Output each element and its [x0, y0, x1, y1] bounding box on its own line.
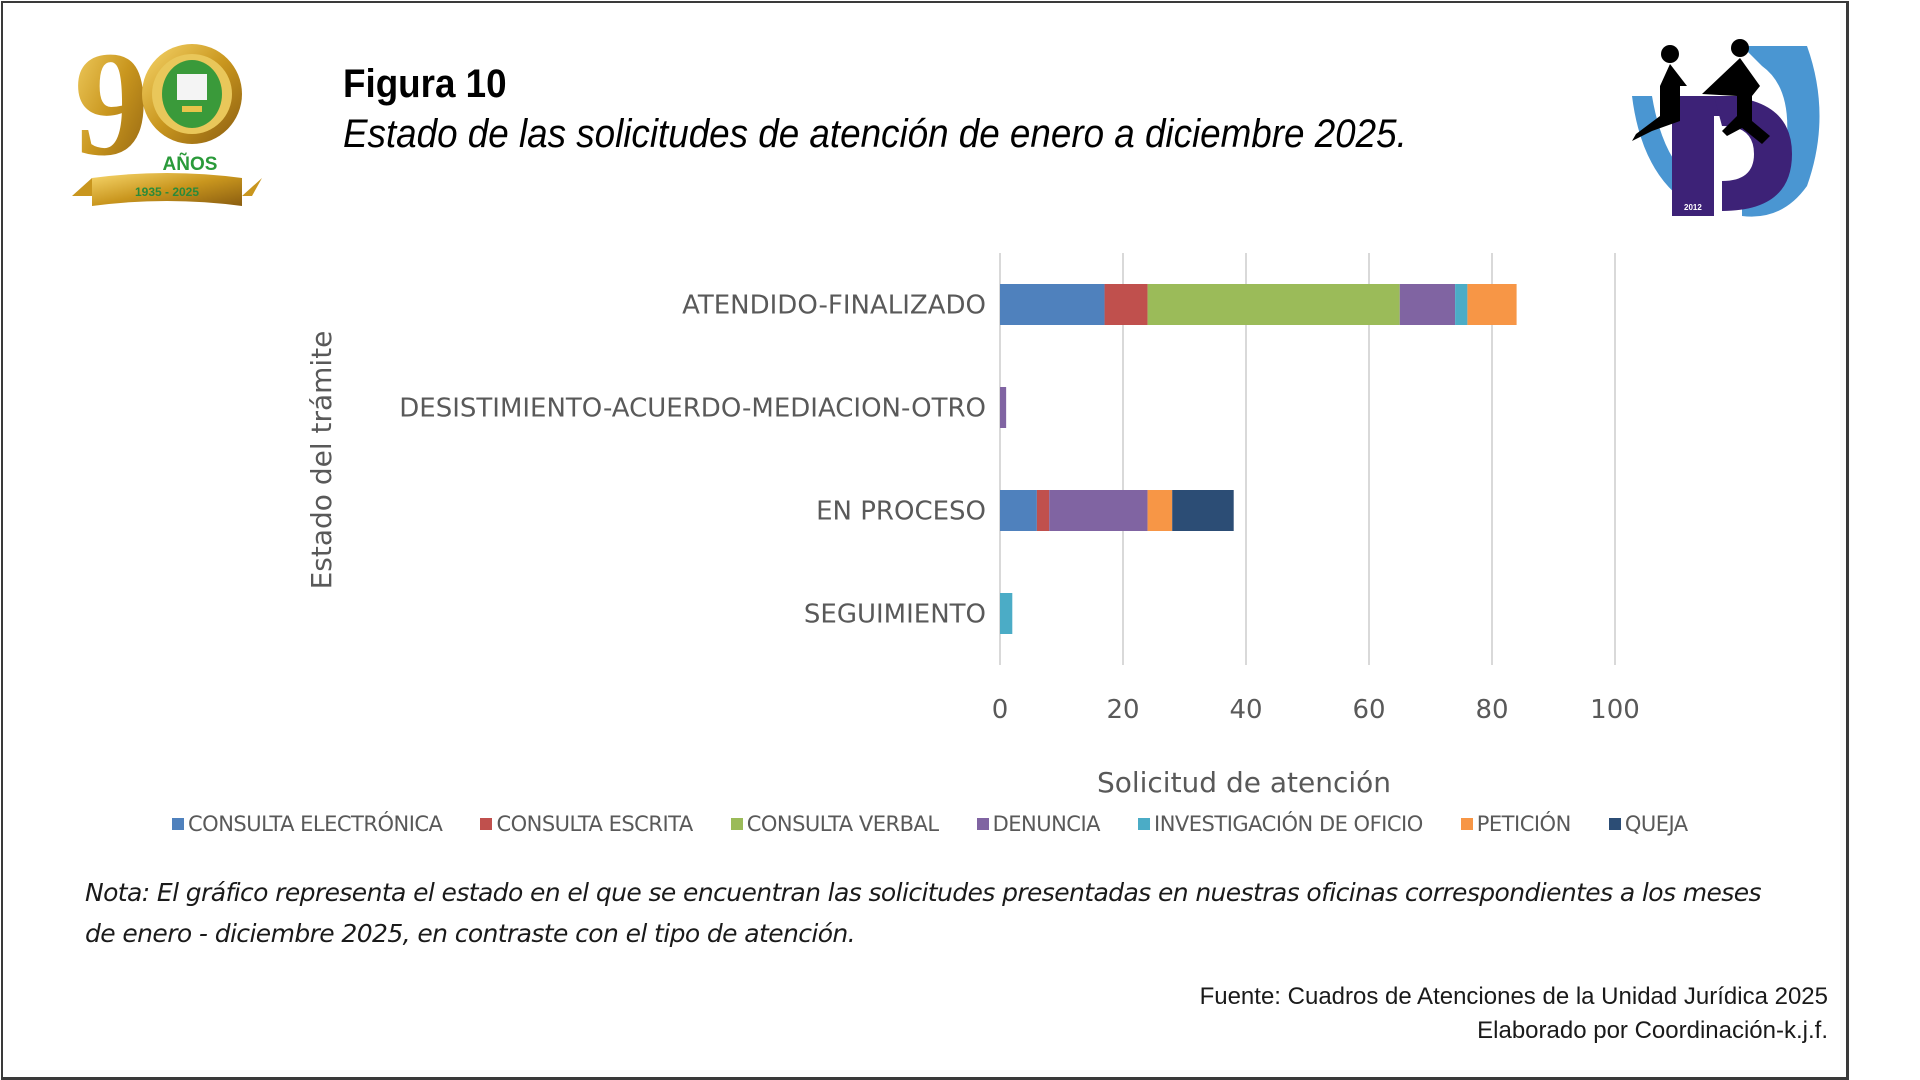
x-tick-label: 40: [1229, 695, 1262, 725]
legend-item: CONSULTA VERBAL: [730, 812, 939, 836]
legend-swatch: [730, 818, 743, 830]
bar-segment: [1000, 284, 1105, 325]
legend-label: INVESTIGACIÓN DE OFICIO: [1154, 812, 1423, 836]
legend-item: DENUNCIA: [976, 812, 1101, 836]
legend-label: DENUNCIA: [992, 812, 1101, 836]
bar-segment: [1000, 593, 1013, 634]
legend-item: CONSULTA ELECTRÓNICA: [172, 812, 443, 836]
x-axis-title: Solicitud de atención: [1097, 766, 1391, 799]
bars: [1000, 284, 1517, 634]
bar-segment: [1049, 490, 1148, 531]
legend-swatch: [480, 818, 493, 830]
x-tick-label: 100: [1590, 695, 1640, 725]
y-axis-title: Estado del trámite: [305, 331, 338, 590]
bar-segment: [1399, 284, 1456, 325]
letter-p-shape: [1672, 96, 1737, 216]
x-tick-label: 0: [992, 695, 1009, 725]
bar-segment: [1147, 284, 1400, 325]
legend-swatch: [1460, 818, 1473, 830]
legend-label: CONSULTA VERBAL: [746, 812, 939, 836]
bar-segment: [1467, 284, 1517, 325]
x-tick-label: 80: [1475, 695, 1508, 725]
source-block: Fuente: Cuadros de Atenciones de la Unid…: [1200, 980, 1828, 1048]
source-line: Fuente: Cuadros de Atenciones de la Unid…: [1199, 983, 1828, 1010]
bar-segment: [1172, 490, 1234, 531]
bar-segment: [1147, 490, 1173, 531]
ribbon-banner: [92, 173, 242, 206]
legend-item: INVESTIGACIÓN DE OFICIO: [1138, 812, 1423, 836]
chart-legend: CONSULTA ELECTRÓNICA CONSULTA ESCRITA CONS…: [172, 812, 1726, 836]
author-line: Elaborado por Coordinación-k.j.f.: [1477, 1017, 1828, 1044]
category-label: SEGUIMIENTO: [804, 600, 986, 630]
category-label: EN PROCESO: [816, 497, 986, 527]
x-tick-label: 60: [1352, 695, 1385, 725]
category-labels: ATENDIDO-FINALIZADO DESISTIMIENTO-ACUERDO…: [399, 291, 986, 630]
anniversary-logo: 9 AÑOS 1935 - 2025: [72, 36, 262, 206]
person-figure-icon: [1661, 45, 1679, 63]
legend-label: QUEJA: [1624, 812, 1688, 836]
legend-label: CONSULTA ESCRITA: [496, 812, 693, 836]
anos-text: AÑOS: [163, 153, 218, 175]
legend-label: PETICIÓN: [1476, 812, 1572, 836]
bar-segment: [1455, 284, 1468, 325]
legend-item: PETICIÓN: [1460, 812, 1572, 836]
ninety-numeral: 9: [74, 36, 149, 187]
legend-label: CONSULTA ELECTRÓNICA: [188, 812, 443, 836]
legend-item: CONSULTA ESCRITA: [480, 812, 693, 836]
logo-year-text: 2012: [1684, 203, 1702, 212]
category-label: ATENDIDO-FINALIZADO: [682, 291, 986, 321]
x-tick-labels: 0 20 40 60 80 100: [992, 695, 1640, 725]
x-tick-label: 20: [1106, 695, 1139, 725]
year-range-text: 1935 - 2025: [135, 185, 199, 199]
bar-segment: [1000, 490, 1037, 531]
blue-arc-shape: [1742, 46, 1820, 217]
legend-item: QUEJA: [1608, 812, 1688, 836]
category-label: DESISTIMIENTO-ACUERDO-MEDIACION-OTRO: [399, 394, 986, 424]
legend-swatch: [1608, 818, 1621, 830]
legend-swatch: [1138, 818, 1151, 830]
legend-swatch: [172, 818, 184, 830]
figure-frame: [1, 1, 1849, 1080]
person-figure-icon-2: [1731, 39, 1749, 57]
bar-segment: [1036, 490, 1050, 531]
institution-logo: 2012: [1632, 39, 1820, 217]
bar-segment: [1104, 284, 1148, 325]
figure-note: Nota: El gráfico representa el estado en…: [85, 878, 1762, 948]
figure-title: Estado de las solicitudes de atención de…: [343, 112, 1407, 156]
bar-segment: [1000, 387, 1007, 428]
figure-number: Figura 10: [343, 62, 507, 106]
legend-swatch: [976, 818, 989, 830]
